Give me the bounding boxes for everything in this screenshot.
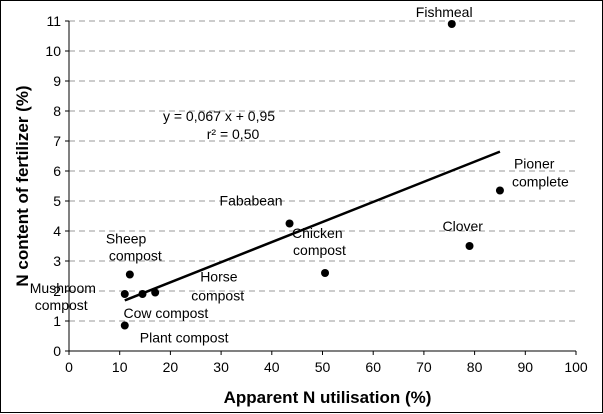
trendline [124, 150, 501, 302]
point-label: compost [191, 288, 244, 304]
x-tick-label: 10 [112, 359, 128, 375]
point-label: Cow compost [124, 305, 209, 321]
y-tick-label: 10 [45, 43, 61, 59]
x-tick-label: 0 [65, 359, 73, 375]
y-tick-label: 1 [53, 313, 61, 329]
data-point [285, 219, 294, 228]
point-label: complete [512, 174, 569, 190]
y-tick-label: 5 [53, 193, 61, 209]
point-label: compost [293, 242, 346, 258]
x-tick-label: 40 [264, 359, 280, 375]
x-tick-label: 70 [416, 359, 432, 375]
data-point [447, 20, 456, 28]
point-label: Sheep [106, 231, 147, 247]
point-label: Chicken [292, 225, 343, 241]
y-tick-label: 9 [53, 73, 61, 89]
data-point [465, 242, 474, 250]
data-point [495, 186, 504, 195]
x-tick-label: 60 [365, 359, 381, 375]
point-label: Fababean [220, 193, 283, 209]
trendline-r2: r² = 0,50 [207, 126, 260, 142]
data-point [120, 290, 129, 298]
point-label: Clover [443, 218, 484, 234]
y-tick-label: 11 [46, 13, 61, 29]
x-tick-label: 100 [564, 359, 588, 375]
y-tick-label: 8 [53, 103, 61, 119]
y-axis-title: N content of fertilizer (%) [13, 85, 32, 286]
point-label: Pioner [514, 156, 555, 172]
x-axis-title: Apparent N utilisation (%) [224, 388, 432, 407]
data-point [321, 269, 330, 277]
y-tick-label: 0 [53, 343, 61, 359]
point-label: compost [35, 297, 88, 313]
point-label: Horse [200, 269, 238, 285]
data-point [125, 270, 134, 279]
y-tick-label: 7 [53, 133, 61, 149]
point-label: Plant compost [140, 330, 229, 346]
data-point [138, 290, 147, 298]
point-label: compost [109, 248, 162, 264]
data-point [120, 321, 129, 330]
x-tick-label: 90 [518, 359, 534, 375]
x-tick-label: 30 [213, 359, 229, 375]
y-tick-label: 3 [53, 253, 61, 269]
y-tick-label: 2 [53, 283, 61, 299]
x-tick-label: 80 [467, 359, 483, 375]
y-tick-label: 4 [53, 223, 61, 239]
y-tick-label: 6 [53, 163, 61, 179]
data-point [151, 288, 160, 297]
point-label: Mushroom [30, 280, 96, 296]
trendline-equation: y = 0,067 x + 0,95 [163, 108, 275, 124]
x-tick-label: 20 [163, 359, 179, 375]
x-tick-label: 50 [315, 359, 331, 375]
point-label: Fishmeal [416, 4, 473, 20]
